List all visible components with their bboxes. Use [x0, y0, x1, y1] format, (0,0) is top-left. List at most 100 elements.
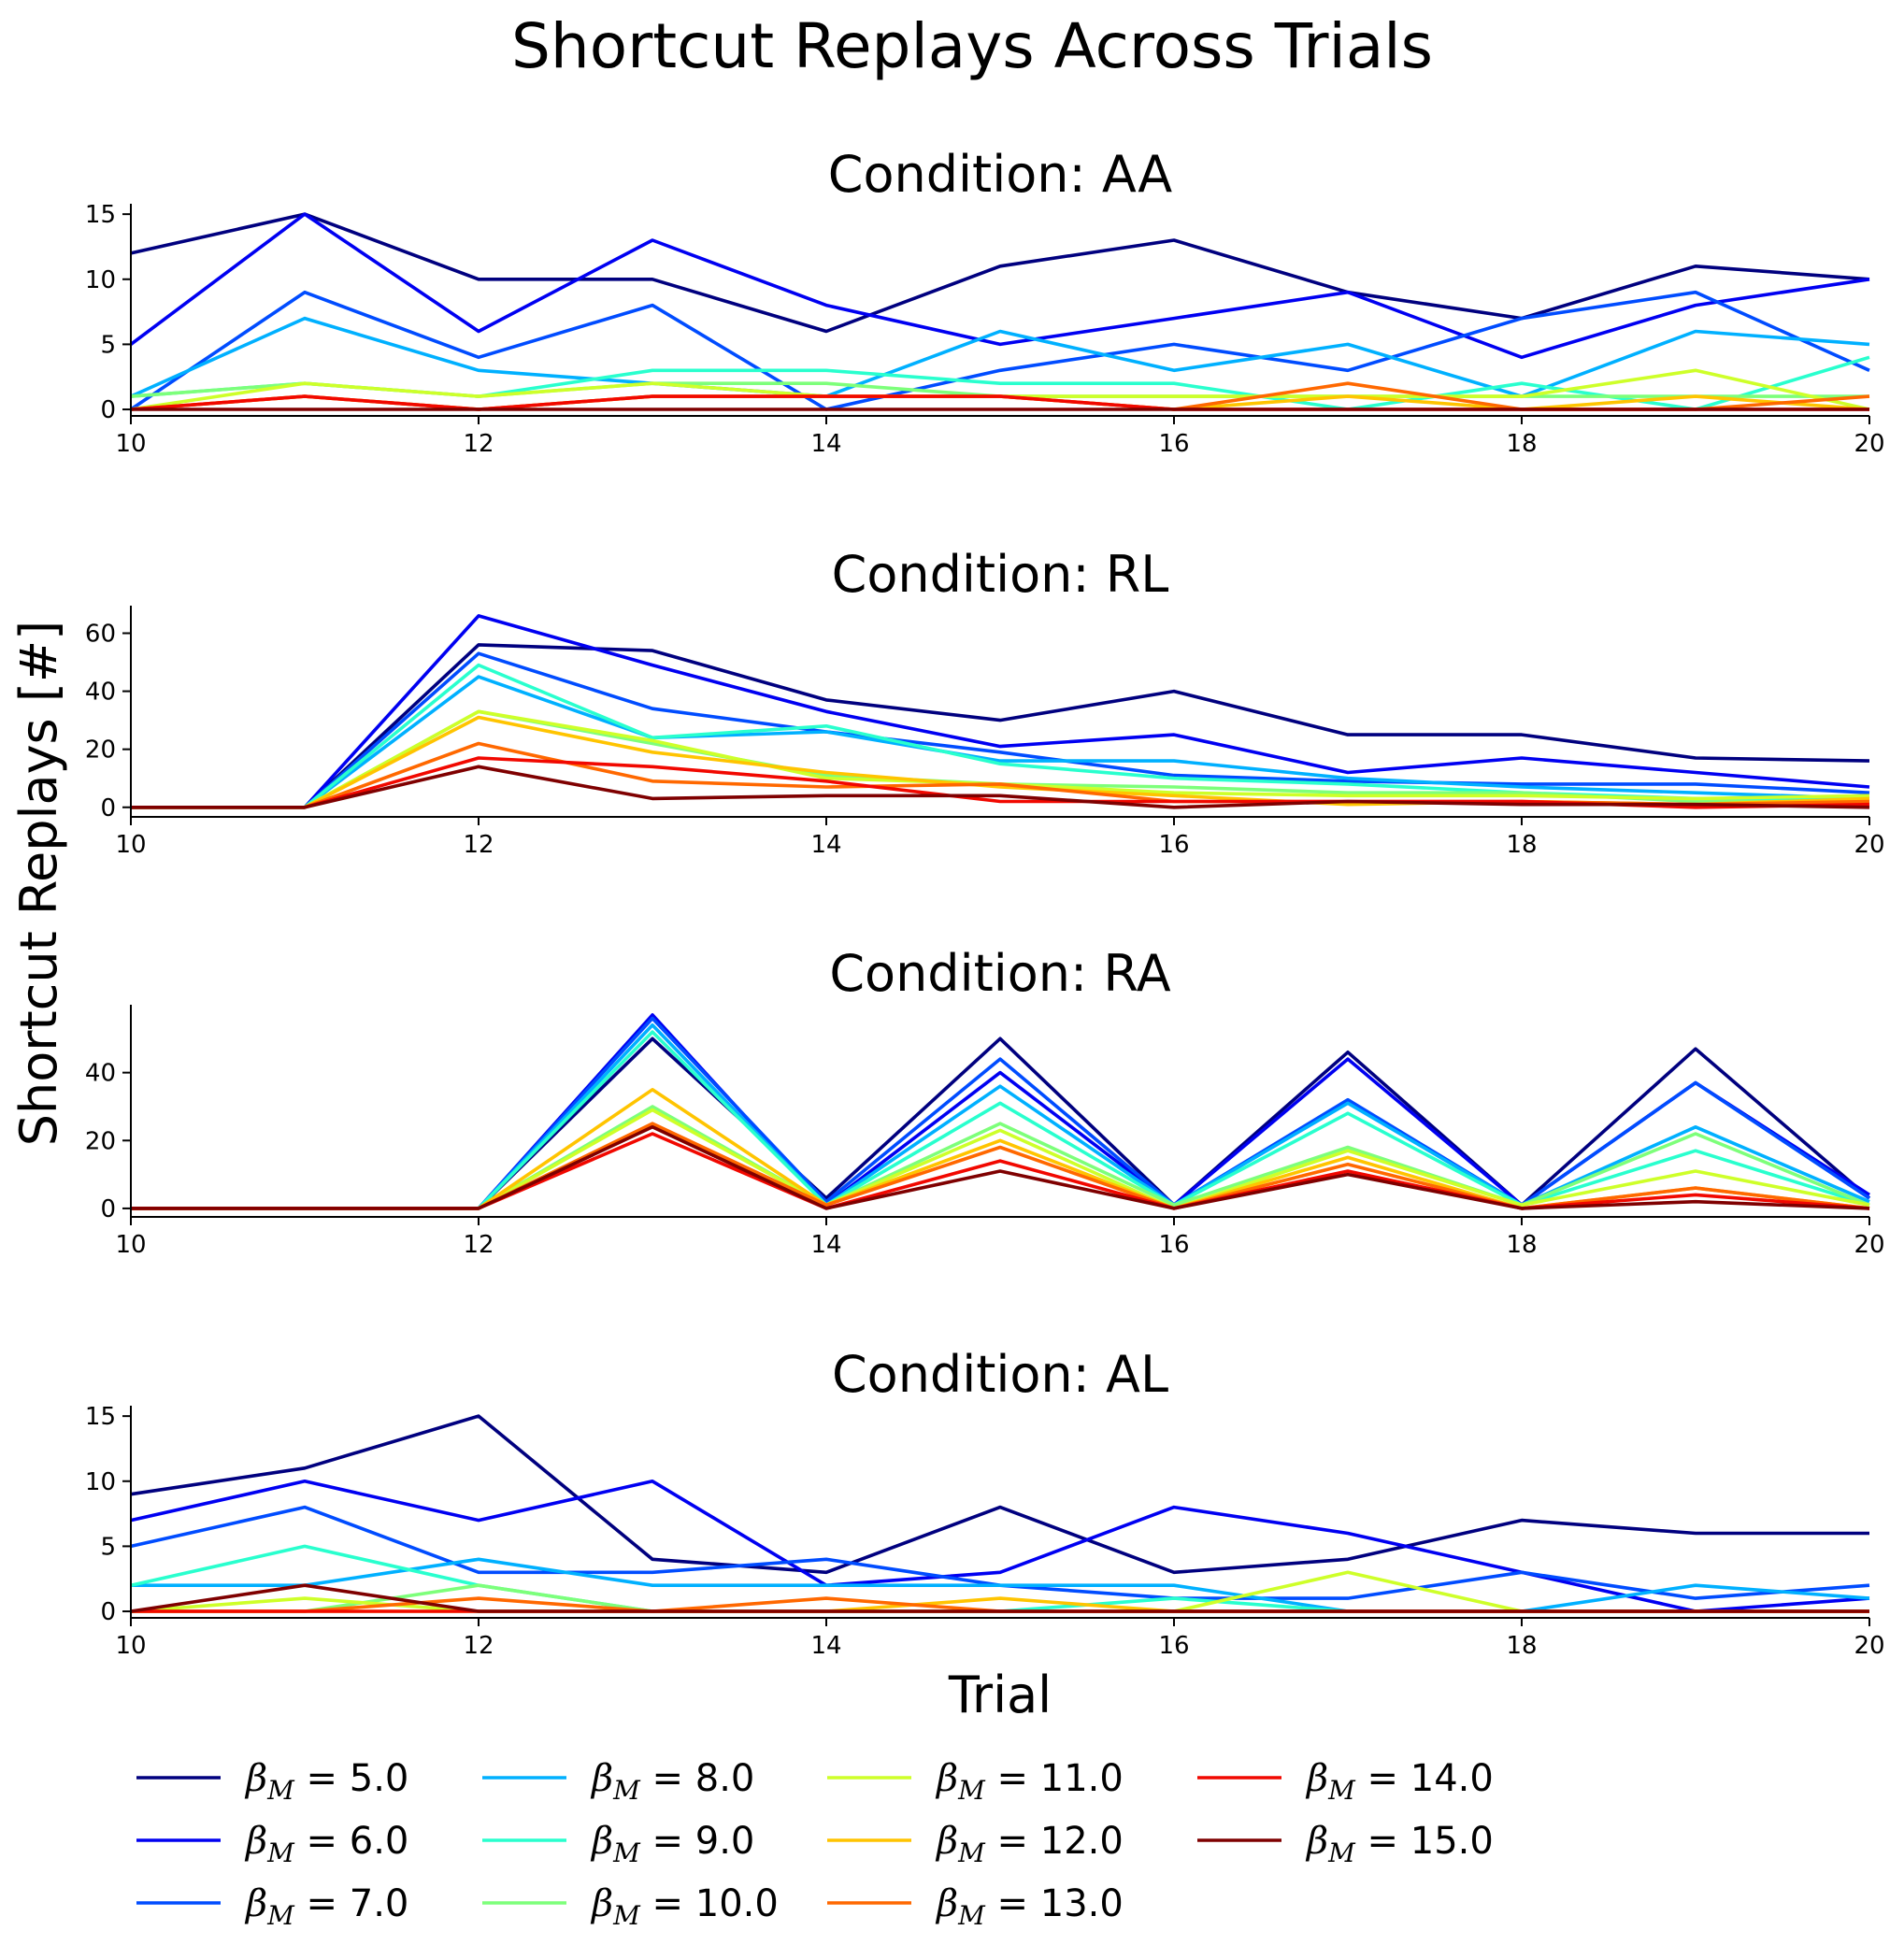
series-line: [130, 212, 1870, 334]
legend-item: βM = 11.0: [827, 1757, 1124, 1806]
x-tick-label: 12: [463, 831, 494, 859]
x-tick-label: 16: [1158, 430, 1189, 458]
series-line: [131, 765, 1870, 809]
series-line: [131, 614, 1870, 809]
legend-equals: =: [640, 1882, 695, 1925]
y-tick-label: 0: [100, 1598, 116, 1626]
legend-item: βM = 6.0: [136, 1820, 408, 1868]
legend-subscript: M: [1327, 1775, 1356, 1806]
legend-label: βM = 14.0: [1305, 1757, 1494, 1806]
x-axis-label: Trial: [948, 1666, 1052, 1724]
series-group: [129, 212, 1870, 411]
legend-value: 7.0: [350, 1882, 409, 1925]
x-tick-label: 14: [810, 1231, 841, 1259]
legend-subscript: M: [266, 1837, 295, 1868]
y-tick-label: 15: [85, 1403, 116, 1431]
y-tick-label: 15: [85, 201, 116, 229]
legend-label: βM = 15.0: [1305, 1820, 1494, 1868]
legend-label: βM = 6.0: [244, 1820, 408, 1868]
legend-symbol: β: [1305, 1757, 1328, 1800]
panel-0: Condition: AA 10 12 14 16 18 20 0 5 10 15: [85, 145, 1885, 458]
x-tick-label: 18: [1506, 831, 1537, 859]
series-line: [131, 675, 1870, 809]
legend-label: βM = 13.0: [935, 1882, 1124, 1931]
x-tick-label: 18: [1506, 430, 1537, 458]
legend-label: βM = 7.0: [244, 1882, 408, 1931]
legend-equals: =: [1355, 1820, 1410, 1863]
series-line: [131, 1016, 1870, 1210]
x-tick-label: 10: [115, 1231, 146, 1259]
legend-equals: =: [294, 1757, 350, 1800]
panel-title: Condition: RA: [829, 944, 1170, 1003]
y-tick-label: 20: [85, 1127, 116, 1155]
x-tick-label: 12: [463, 1632, 494, 1660]
legend-subscript: M: [1327, 1837, 1356, 1868]
legend-subscript: M: [957, 1837, 986, 1868]
legend-symbol: β: [590, 1882, 613, 1925]
legend-equals: =: [294, 1820, 350, 1863]
x-tick-label: 10: [115, 1632, 146, 1660]
legend-item: βM = 15.0: [1197, 1820, 1494, 1868]
legend-item: βM = 9.0: [482, 1820, 754, 1868]
y-tick-label: 5: [100, 1533, 116, 1561]
series-line: [130, 1583, 1869, 1613]
legend-item: βM = 10.0: [482, 1882, 779, 1931]
x-tick-label: 10: [115, 430, 146, 458]
legend-label: βM = 9.0: [590, 1820, 754, 1868]
x-tick-label: 20: [1854, 831, 1884, 859]
x-tick-label: 20: [1854, 1632, 1884, 1660]
legend-symbol: β: [935, 1757, 958, 1800]
series-group: [130, 1414, 1870, 1613]
legend-subscript: M: [612, 1837, 641, 1868]
series-line: [131, 1125, 1870, 1210]
legend-label: βM = 5.0: [244, 1757, 408, 1806]
y-tick-label: 40: [85, 679, 116, 707]
y-axis-label: Shortcut Replays [#]: [9, 621, 68, 1147]
legend-value: 15.0: [1410, 1820, 1494, 1863]
x-tick-label: 16: [1158, 1231, 1189, 1259]
legend-symbol: β: [590, 1757, 613, 1800]
legend-symbol: β: [590, 1820, 613, 1863]
y-tick-label: 5: [100, 331, 116, 359]
legend-label: βM = 12.0: [935, 1820, 1124, 1868]
legend-value: 14.0: [1410, 1757, 1494, 1800]
series-line: [131, 643, 1870, 809]
legend-value: 8.0: [695, 1757, 755, 1800]
y-tick-label: 40: [85, 1060, 116, 1088]
legend-equals: =: [640, 1757, 695, 1800]
legend-value: 5.0: [350, 1757, 409, 1800]
panel-title: Condition: AL: [832, 1345, 1168, 1404]
legend-symbol: β: [935, 1820, 958, 1863]
legend-item: βM = 5.0: [136, 1757, 408, 1806]
y-tick-label: 0: [100, 794, 116, 822]
legend-symbol: β: [244, 1757, 267, 1800]
figure-title: Shortcut Replays Across Trials: [511, 10, 1433, 82]
legend-label: βM = 11.0: [935, 1757, 1124, 1806]
series-line: [130, 1414, 1869, 1575]
legend-equals: =: [985, 1882, 1040, 1925]
series-line: [130, 1480, 1870, 1613]
x-tick-label: 20: [1854, 1231, 1884, 1259]
legend-subscript: M: [612, 1775, 641, 1806]
panel-title: Condition: AA: [828, 145, 1172, 204]
legend-value: 12.0: [1040, 1820, 1124, 1863]
legend-item: βM = 12.0: [827, 1820, 1124, 1868]
legend-item: βM = 7.0: [136, 1882, 408, 1931]
panels: Condition: AA 10 12 14 16 18 20 0 5 10 15 Condition…: [85, 145, 1885, 1660]
legend-symbol: β: [1305, 1820, 1328, 1863]
x-tick-label: 16: [1158, 831, 1189, 859]
legend-equals: =: [640, 1820, 695, 1863]
series-line: [131, 1105, 1870, 1210]
legend-item: βM = 8.0: [482, 1757, 754, 1806]
series-group: [131, 614, 1870, 809]
y-tick-label: 20: [85, 736, 116, 765]
legend-symbol: β: [935, 1882, 958, 1925]
x-tick-label: 10: [115, 831, 146, 859]
legend-item: βM = 14.0: [1197, 1757, 1494, 1806]
legend-equals: =: [1355, 1757, 1410, 1800]
legend-subscript: M: [612, 1900, 641, 1931]
legend-value: 13.0: [1040, 1882, 1124, 1925]
legend-equals: =: [985, 1757, 1040, 1800]
legend-subscript: M: [266, 1775, 295, 1806]
